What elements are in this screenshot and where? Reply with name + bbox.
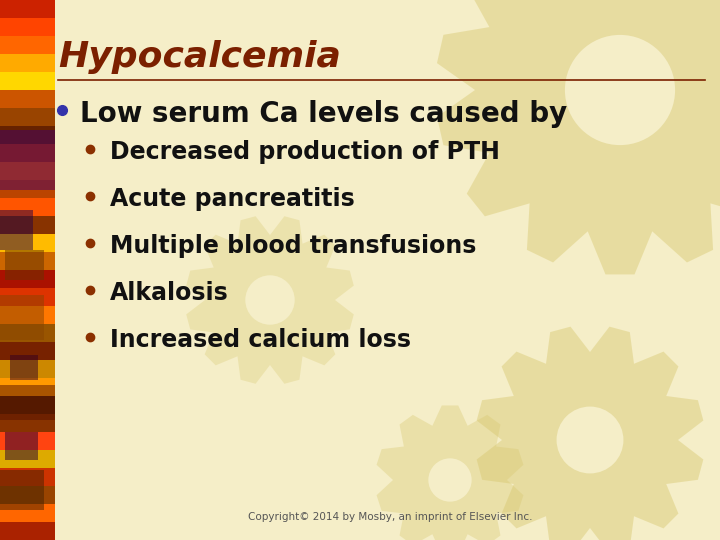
Bar	[0, 288, 55, 306]
Bar	[0, 54, 55, 72]
Bar	[0, 108, 55, 126]
Circle shape	[246, 275, 294, 325]
Text: Copyright© 2014 by Mosby, an imprint of Elsevier Inc.: Copyright© 2014 by Mosby, an imprint of …	[248, 512, 532, 522]
Bar	[5, 250, 43, 280]
Bar	[5, 432, 38, 460]
Bar	[0, 324, 55, 342]
Bar	[0, 504, 55, 522]
Bar	[0, 216, 55, 234]
Bar	[0, 210, 33, 250]
Circle shape	[557, 407, 624, 474]
Bar	[0, 432, 55, 450]
Bar	[0, 396, 55, 414]
Bar	[0, 378, 55, 396]
Bar	[0, 252, 55, 270]
Bar	[0, 126, 55, 144]
Polygon shape	[437, 0, 720, 274]
Bar	[0, 360, 55, 378]
Bar	[10, 355, 37, 380]
Bar	[0, 130, 55, 190]
Bar	[0, 486, 55, 504]
Bar	[0, 234, 55, 252]
Bar	[0, 18, 55, 36]
Bar	[0, 522, 55, 540]
Bar	[0, 414, 55, 432]
Polygon shape	[186, 216, 354, 384]
Bar	[0, 385, 55, 420]
Bar	[0, 144, 55, 162]
Bar	[0, 72, 55, 90]
Bar	[0, 162, 55, 180]
Bar	[0, 342, 55, 360]
Text: Decreased production of PTH: Decreased production of PTH	[110, 140, 500, 164]
Circle shape	[428, 458, 472, 502]
Text: Multiple blood transfusions: Multiple blood transfusions	[110, 234, 477, 258]
Polygon shape	[377, 406, 523, 540]
Circle shape	[565, 35, 675, 145]
Bar	[0, 180, 55, 198]
Bar	[0, 0, 55, 18]
Bar	[0, 36, 55, 54]
Bar	[0, 90, 55, 108]
Text: Increased calcium loss: Increased calcium loss	[110, 328, 411, 352]
Bar	[0, 198, 55, 216]
Text: Acute pancreatitis: Acute pancreatitis	[110, 187, 355, 211]
Bar	[0, 306, 55, 324]
Bar	[0, 270, 55, 288]
Text: Alkalosis: Alkalosis	[110, 281, 229, 305]
Bar	[0, 450, 55, 468]
Bar	[0, 470, 44, 510]
Bar	[0, 468, 55, 486]
Text: Hypocalcemia: Hypocalcemia	[58, 40, 341, 74]
Bar	[0, 295, 44, 340]
Polygon shape	[477, 327, 703, 540]
Text: Low serum Ca levels caused by: Low serum Ca levels caused by	[80, 100, 567, 128]
